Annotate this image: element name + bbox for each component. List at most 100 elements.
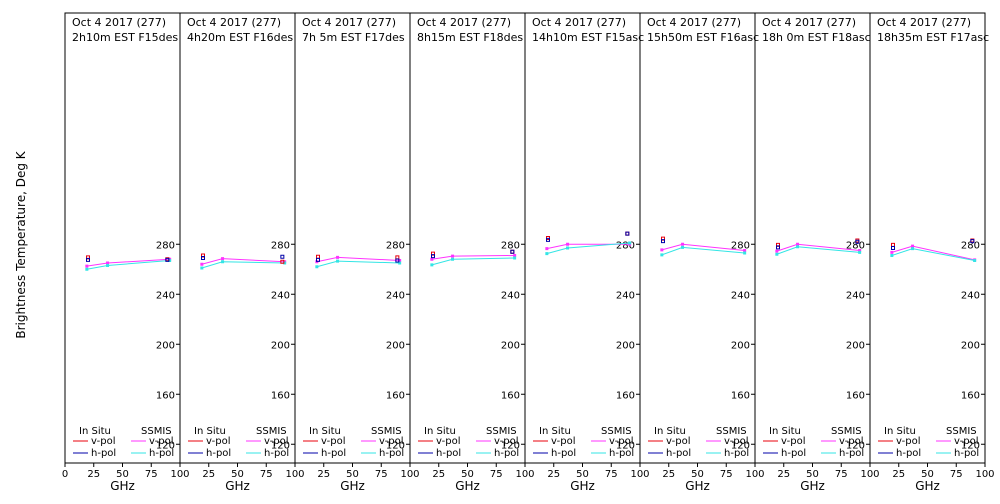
panel-title-pass: 4h20m EST F16des <box>187 31 293 44</box>
x-tick-label: 25 <box>432 469 445 480</box>
x-tick-label: 100 <box>400 469 419 480</box>
data-point-insitu-h <box>510 249 515 254</box>
x-tick-label: 100 <box>170 469 189 480</box>
legend-group-ssmis: SSMIS <box>486 426 517 437</box>
data-point-ssmis-h <box>200 266 204 270</box>
data-point-insitu-h <box>661 239 665 244</box>
legend-entry: h-pol <box>609 448 634 459</box>
x-axis-label: GHz <box>800 479 825 493</box>
legend-entry: v-pol <box>724 436 749 447</box>
panel-title-pass: 15h50m EST F16asc <box>647 31 759 44</box>
legend-entry: h-pol <box>436 448 461 459</box>
x-axis-label: GHz <box>110 479 135 493</box>
data-point-insitu-h <box>316 257 320 262</box>
legend-group-insitu: In Situ <box>884 426 916 437</box>
legend-entry: h-pol <box>954 448 979 459</box>
data-point-ssmis-v <box>85 264 89 268</box>
legend-entry: v-pol <box>91 436 116 447</box>
panel-title-date: Oct 4 2017 (277) <box>762 16 856 29</box>
legend-entry: h-pol <box>724 448 749 459</box>
legend-group-ssmis: SSMIS <box>371 426 402 437</box>
data-point-insitu-h <box>431 254 435 259</box>
panel-6: Oct 4 2017 (277) 15h50m EST F16asc 120 160 2… <box>639 12 765 493</box>
x-tick-label: 75 <box>375 469 388 480</box>
panel-title-date: Oct 4 2017 (277) <box>417 16 511 29</box>
data-point-ssmis-v <box>890 250 894 254</box>
legend-entry: v-pol <box>379 436 404 447</box>
y-tick-label: 160 <box>616 390 635 401</box>
x-tick-label: 75 <box>605 469 618 480</box>
x-axis-label: GHz <box>225 479 250 493</box>
panel-title-date: Oct 4 2017 (277) <box>532 16 626 29</box>
legend-entry: h-pol <box>839 448 864 459</box>
series-line-ssmis-h <box>201 261 285 269</box>
data-point-ssmis-v <box>566 242 570 246</box>
data-point-ssmis-v <box>775 249 779 253</box>
x-tick-label: 50 <box>806 469 819 480</box>
legend-group-insitu: In Situ <box>769 426 801 437</box>
x-tick-label: 100 <box>630 469 649 480</box>
data-point-ssmis-v <box>743 249 747 252</box>
legend-entry: h-pol <box>494 448 519 459</box>
panel-title-pass: 14h10m EST F15asc <box>532 31 644 44</box>
series-line-ssmis-h <box>316 260 400 268</box>
x-tick-label: 100 <box>860 469 879 480</box>
x-axis-label: GHz <box>340 479 365 493</box>
data-point-insitu-h <box>165 257 170 262</box>
y-tick-label: 120 <box>156 440 175 451</box>
legend-group-insitu: In Situ <box>309 426 341 437</box>
x-tick-label: 0 <box>62 469 68 480</box>
data-point-ssmis-h <box>315 265 319 269</box>
legend-entry: h-pol <box>206 448 231 459</box>
legend-group-insitu: In Situ <box>539 426 571 437</box>
data-point-ssmis-h <box>890 254 894 257</box>
data-point-insitu-h <box>546 237 550 242</box>
legend-entry: h-pol <box>666 448 691 459</box>
legend-group-insitu: In Situ <box>79 426 111 437</box>
data-point-ssmis-h <box>775 252 779 256</box>
x-tick-label: 25 <box>662 469 675 480</box>
y-tick-label: 280 <box>271 240 290 251</box>
legend-entry: h-pol <box>781 448 806 459</box>
x-tick-label: 75 <box>145 469 158 480</box>
panel-5: Oct 4 2017 (277) 14h10m EST F15asc 120 160 2… <box>524 12 650 493</box>
x-tick-label: 50 <box>461 469 474 480</box>
chart-panels: Oct 4 2017 (277) 2h10m EST F15des 120 160 20… <box>62 12 995 493</box>
y-tick-label: 160 <box>386 390 405 401</box>
data-point-ssmis-h <box>743 251 747 255</box>
y-tick-label: 120 <box>501 440 520 451</box>
y-tick-label: 120 <box>846 440 865 451</box>
legend-entry: h-pol <box>551 448 576 459</box>
x-tick-label: 25 <box>317 469 330 480</box>
data-point-insitu-v <box>316 254 320 259</box>
x-axis-label: GHz <box>570 479 595 493</box>
legend-group-insitu: In Situ <box>654 426 686 437</box>
panel-4: Oct 4 2017 (277) 8h15m EST F18des 120 160 20… <box>409 12 535 493</box>
data-point-ssmis-v <box>545 247 549 251</box>
data-point-ssmis-h <box>973 259 977 262</box>
y-tick-label: 120 <box>961 440 980 451</box>
y-tick-label: 200 <box>386 340 405 351</box>
legend-entry: h-pol <box>379 448 404 459</box>
data-point-ssmis-h <box>660 253 664 257</box>
y-tick-label: 160 <box>961 390 980 401</box>
legend-entry: v-pol <box>954 436 979 447</box>
data-point-insitu-h <box>970 239 975 244</box>
y-tick-label: 240 <box>386 290 405 301</box>
series-line-ssmis-v <box>316 256 400 263</box>
y-tick-label: 240 <box>731 290 750 301</box>
legend-entry: h-pol <box>149 448 174 459</box>
legend-entry: v-pol <box>264 436 289 447</box>
panel-title-pass: 18h35m EST F17asc <box>877 31 989 44</box>
y-tick-label: 240 <box>271 290 290 301</box>
legend-entry: v-pol <box>609 436 634 447</box>
legend-entry: v-pol <box>436 436 461 447</box>
data-point-ssmis-h <box>451 257 455 261</box>
panel-title-date: Oct 4 2017 (277) <box>877 16 971 29</box>
y-tick-label: 160 <box>156 390 175 401</box>
data-point-insitu-h <box>855 239 860 244</box>
legend-entry: v-pol <box>839 436 864 447</box>
